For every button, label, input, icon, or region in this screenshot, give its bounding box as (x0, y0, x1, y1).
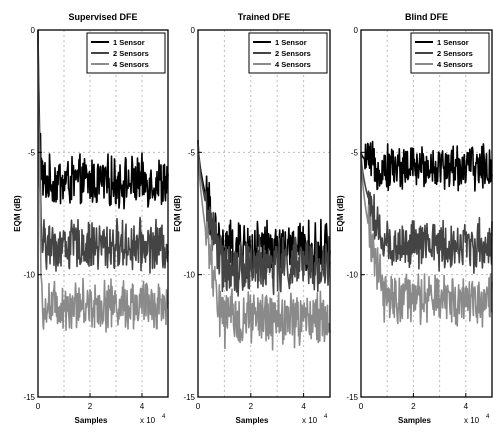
series-line-3 (37, 29, 169, 333)
series-line-3 (197, 140, 331, 351)
series-line-2 (360, 152, 493, 274)
y-tick-label: -10 (346, 271, 358, 280)
y-tick-label: 0 (354, 26, 359, 35)
legend-entry: 1 Sensor (113, 38, 145, 47)
y-tick-label: -5 (188, 148, 196, 157)
x-scale-exponent: 4 (324, 414, 328, 420)
x-tick-label: 4 (140, 402, 145, 411)
plot-frame (37, 29, 169, 398)
legend-entry: 1 Sensor (275, 38, 307, 47)
x-scale-exponent: 4 (486, 414, 490, 420)
y-axis-label: EQM (dB) (336, 195, 345, 232)
chart-title: Blind DFE (405, 12, 448, 22)
y-axis-label: EQM (dB) (173, 195, 182, 232)
legend: 1 Sensor 2 Sensors 4 Sensors (248, 32, 328, 74)
y-tick-label: -5 (28, 148, 36, 157)
plot-frame (197, 29, 331, 398)
series-line-3 (360, 152, 493, 328)
legend-entry: 4 Sensors (275, 60, 311, 69)
y-tick-label: -10 (23, 271, 35, 280)
x-tick-label: 0 (196, 402, 201, 411)
x-scale-exponent: 4 (162, 414, 166, 420)
chart-title: Trained DFE (238, 12, 291, 22)
legend: 1 Sensor 2 Sensors 4 Sensors (410, 32, 490, 74)
x-tick-label: 0 (359, 402, 364, 411)
x-scale-factor: x 10 (464, 416, 480, 425)
x-axis-label: Samples (398, 416, 431, 425)
legend-entry: 2 Sensors (275, 49, 311, 58)
chart-title: Supervised DFE (68, 12, 137, 22)
x-tick-label: 2 (88, 402, 93, 411)
chart-panel-1: 0 2 4 0 -5 -10 -15 Supervised DFE Samples x 10 4 EQ… (13, 12, 169, 425)
chart-panel-2: 0 2 4 0 -5 -10 -15 Trained DFE Samples x 10 4 EQM (… (173, 12, 331, 425)
series-line-2 (197, 140, 331, 297)
legend-entry: 4 Sensors (437, 60, 473, 69)
y-tick-label: 0 (31, 26, 36, 35)
y-tick-label: -15 (23, 393, 35, 402)
y-tick-label: -5 (351, 148, 359, 157)
x-tick-label: 4 (464, 402, 469, 411)
series-line-1 (360, 140, 493, 192)
legend-entry: 2 Sensors (113, 49, 149, 58)
x-tick-label: 4 (301, 402, 306, 411)
x-scale-factor: x 10 (140, 416, 156, 425)
x-axis-label: Samples (75, 416, 108, 425)
x-axis-label: Samples (236, 416, 269, 425)
x-tick-label: 0 (36, 402, 41, 411)
y-tick-label: 0 (191, 26, 196, 35)
y-axis-label: EQM (dB) (13, 195, 22, 232)
x-scale-factor: x 10 (302, 416, 318, 425)
legend-entry: 2 Sensors (437, 49, 473, 58)
y-tick-label: -15 (346, 393, 358, 402)
chart-panel-3: 0 2 4 0 -5 -10 -15 Blind DFE Samples x 10 4 EQM (dB… (336, 12, 493, 425)
y-tick-label: -10 (183, 271, 195, 280)
series-line-1 (37, 29, 169, 210)
series-line-2 (37, 29, 169, 274)
legend: 1 Sensor 2 Sensors 4 Sensors (86, 32, 166, 74)
plot-frame (360, 29, 493, 398)
legend-entry: 4 Sensors (113, 60, 149, 69)
legend-entry: 1 Sensor (437, 38, 469, 47)
y-tick-label: -15 (183, 393, 195, 402)
x-tick-label: 2 (411, 402, 416, 411)
x-tick-label: 2 (249, 402, 254, 411)
